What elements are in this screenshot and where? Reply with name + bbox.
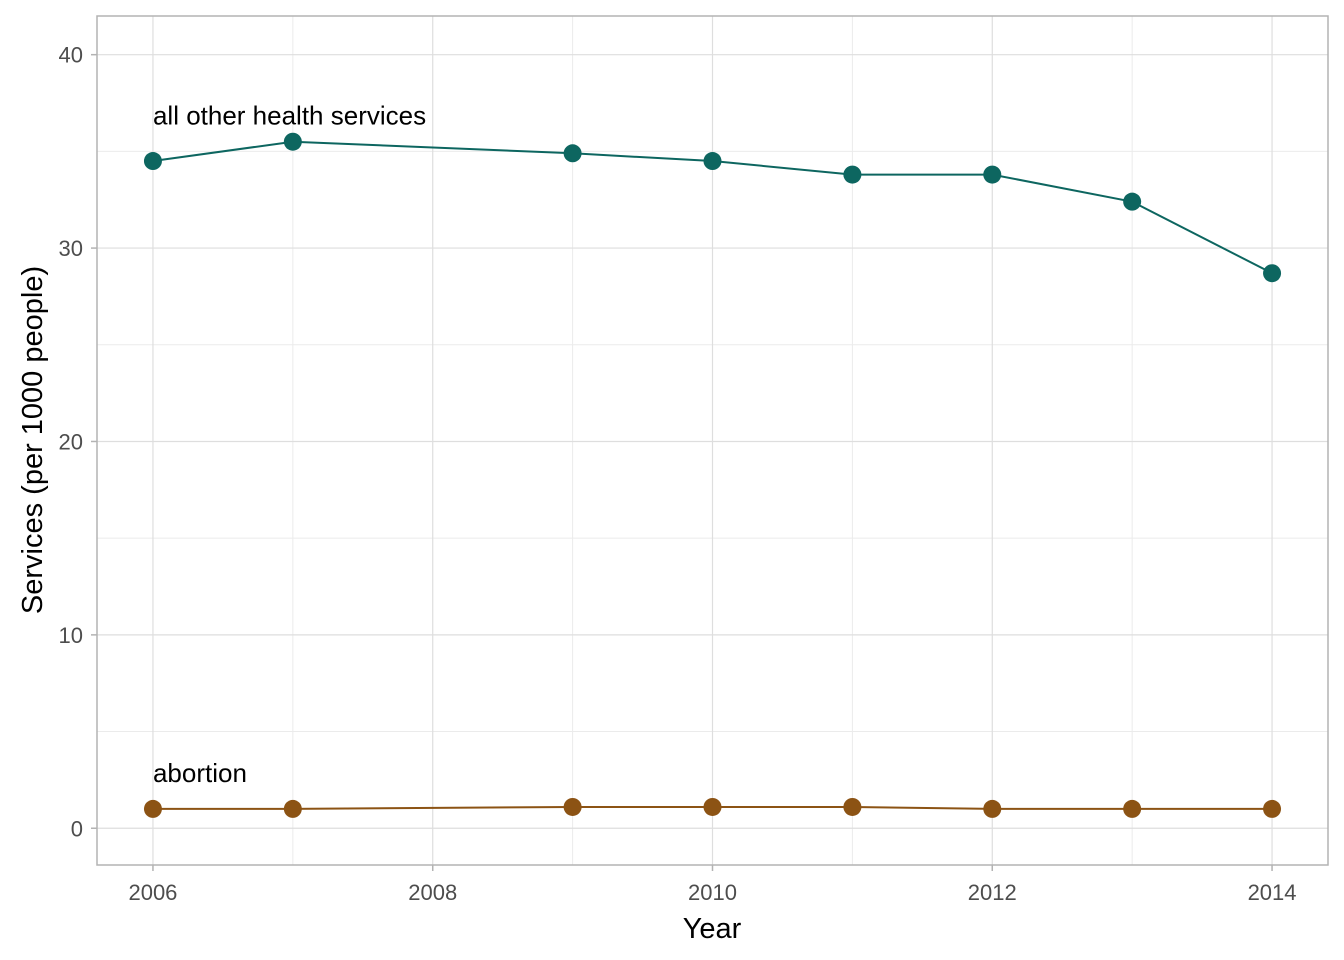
data-point (983, 165, 1002, 184)
y-axis-title: Services (per 1000 people) (17, 266, 49, 614)
data-point (843, 797, 862, 816)
series-label: abortion (153, 758, 247, 788)
data-point (1123, 799, 1142, 818)
x-axis-title: Year (683, 913, 742, 945)
x-tick-label: 2006 (128, 880, 177, 905)
data-point (563, 797, 582, 816)
x-tick-label: 2010 (688, 880, 737, 905)
data-point (1263, 264, 1282, 283)
series-line-1 (152, 805, 1273, 810)
series-points (143, 132, 1282, 818)
y-tick-label: 10 (59, 623, 83, 648)
data-point (1123, 192, 1142, 211)
x-tick-label: 2008 (408, 880, 457, 905)
data-point (983, 799, 1002, 818)
y-tick-label: 40 (59, 43, 83, 68)
y-tick-label: 0 (71, 816, 83, 841)
x-tick-label: 2014 (1248, 880, 1297, 905)
x-axis: 2006 2008 2010 2012 2014 (128, 865, 1297, 905)
series-label: all other health services (153, 100, 426, 130)
series-lines (152, 140, 1273, 810)
data-point (283, 132, 302, 151)
data-point (143, 152, 162, 171)
data-point (703, 797, 722, 816)
series-labels: all other health services abortion (153, 100, 426, 788)
y-axis: 0 10 20 30 40 (59, 43, 97, 841)
y-tick-label: 20 (59, 429, 83, 454)
data-point (283, 799, 302, 818)
data-point (703, 152, 722, 171)
x-tick-label: 2012 (968, 880, 1017, 905)
data-point (563, 144, 582, 163)
y-tick-label: 30 (59, 236, 83, 261)
series-line-0 (152, 140, 1273, 275)
data-point (143, 799, 162, 818)
data-point (843, 165, 862, 184)
data-point (1263, 799, 1282, 818)
